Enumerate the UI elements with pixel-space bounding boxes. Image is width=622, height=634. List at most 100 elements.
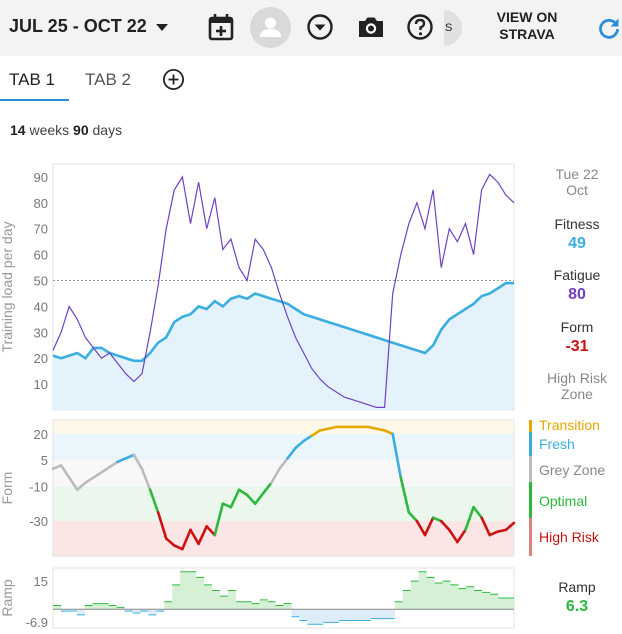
zone-bar-fresh — [529, 432, 532, 456]
ramp-bar — [219, 596, 229, 610]
form-line-segment — [399, 476, 411, 514]
ramp-bar — [211, 590, 221, 610]
ramp-bar — [331, 609, 340, 623]
form-line-segment — [59, 464, 71, 479]
ramp-bar — [466, 586, 475, 610]
user-initial-chip[interactable]: S — [444, 10, 462, 46]
active-tab-indicator — [0, 99, 69, 101]
fitness-line — [52, 281, 514, 363]
ramp-bar — [188, 571, 197, 610]
fitness-area — [53, 283, 514, 410]
ramp-bar — [60, 609, 70, 612]
ramp-bar — [92, 603, 101, 610]
zone-bar-transition — [529, 420, 532, 432]
caret-down-icon — [155, 23, 168, 31]
form-line-segment — [456, 528, 467, 544]
dropdown-circle-icon[interactable] — [305, 12, 335, 42]
form-chart-ylabel: Form — [0, 472, 15, 505]
zone-label: High Risk Zone — [547, 370, 607, 402]
ramp-bar — [76, 609, 86, 615]
form-line-segment — [367, 425, 378, 431]
form-chart-frame — [52, 419, 515, 557]
tab-2[interactable]: TAB 2 — [85, 70, 131, 89]
ramp-bar — [386, 609, 396, 619]
fitness-value: 49 — [568, 235, 586, 252]
refresh-icon[interactable] — [597, 16, 621, 40]
ramp-bar — [267, 601, 276, 610]
form-line-segment — [221, 502, 233, 509]
form-line-segment — [415, 519, 427, 537]
form-chart-ytick: 20 — [34, 427, 48, 442]
ramp-chart-ytick: -6.9 — [26, 615, 48, 630]
ramp-bar — [506, 598, 515, 610]
ramp-bar — [418, 571, 427, 610]
ramp-bar — [394, 601, 404, 610]
form-line-segment — [140, 467, 152, 492]
training-load-chart[interactable]: 10 20 30 40 50 60 70 80 90 Training load per day — [0, 163, 515, 411]
form-chart-ytick: -10 — [29, 479, 48, 494]
ramp-bar — [498, 598, 507, 610]
fatigue-line — [52, 173, 515, 408]
ramp-bar — [291, 609, 300, 617]
ramp-bar — [180, 571, 189, 610]
ramp-chart-ytick: 15 — [34, 574, 48, 589]
top-bar — [0, 0, 622, 56]
view-on-strava-link[interactable]: VIEW ON STRAVA — [496, 9, 558, 42]
ramp-bar — [116, 607, 125, 610]
form-value: -31 — [565, 338, 589, 355]
ramp-bar — [307, 609, 316, 625]
form-line-segment — [431, 516, 443, 523]
form-chart[interactable]: 20 5 -10 -30 Form — [0, 419, 516, 557]
ramp-bar — [156, 609, 165, 612]
load-chart-ytick: 40 — [34, 299, 48, 314]
ramp-bar — [347, 609, 356, 621]
form-line-segment — [375, 427, 386, 432]
avatar[interactable] — [250, 7, 291, 48]
form-line-segment — [148, 488, 160, 514]
ramp-bar — [434, 583, 443, 610]
load-chart-ytick: 90 — [34, 170, 48, 185]
ramp-bar — [323, 609, 332, 623]
ramp-bar — [450, 584, 459, 610]
form-line-segment — [197, 525, 208, 546]
zone-label-high-risk: High Risk — [539, 529, 599, 545]
form-line-segment — [229, 488, 241, 509]
calendar-add-icon[interactable] — [206, 12, 236, 42]
ramp-bar — [362, 609, 372, 621]
ramp-bar — [164, 601, 173, 610]
ramp-chart[interactable]: 15 -6.9 Ramp — [0, 567, 515, 630]
form-chart-ytick: -30 — [29, 514, 48, 529]
form-line-segment — [464, 505, 475, 532]
camera-icon[interactable] — [356, 12, 386, 42]
ramp-bar — [243, 601, 253, 610]
form-line-segment — [383, 429, 394, 436]
ramp-bar — [53, 605, 62, 610]
load-chart-ytick: 50 — [34, 274, 48, 289]
date-range-selector[interactable]: JUL 25 - OCT 22 — [9, 16, 168, 37]
period-summary: 14 weeks 90 days — [10, 122, 122, 138]
ramp-bar — [426, 577, 435, 610]
ramp-bar — [370, 609, 380, 619]
tab-1[interactable]: TAB 1 — [9, 70, 55, 89]
form-line-segment — [302, 434, 314, 443]
zone-label-fresh: Fresh — [539, 436, 575, 452]
form-line-segment — [423, 516, 435, 537]
ramp-bar — [227, 590, 237, 610]
load-chart-ytick: 70 — [34, 222, 48, 237]
form-line-segment — [488, 530, 500, 537]
fatigue-label: Fatigue — [553, 267, 601, 283]
ramp-bar — [378, 609, 388, 619]
help-icon[interactable] — [405, 12, 435, 42]
zone-label-optimal: Optimal — [539, 493, 588, 509]
form-chart-ytick: 5 — [41, 453, 48, 468]
form-line-segment — [261, 481, 273, 495]
form-line-segment — [318, 427, 330, 432]
ramp-bar — [259, 599, 268, 610]
ramp-bar — [482, 592, 491, 610]
ramp-bar — [442, 581, 451, 610]
ramp-bar — [251, 603, 260, 610]
form-zone-band — [53, 486, 514, 522]
add-tab-icon[interactable] — [162, 68, 185, 91]
ramp-bar — [235, 601, 245, 610]
ramp-bar — [100, 603, 109, 610]
